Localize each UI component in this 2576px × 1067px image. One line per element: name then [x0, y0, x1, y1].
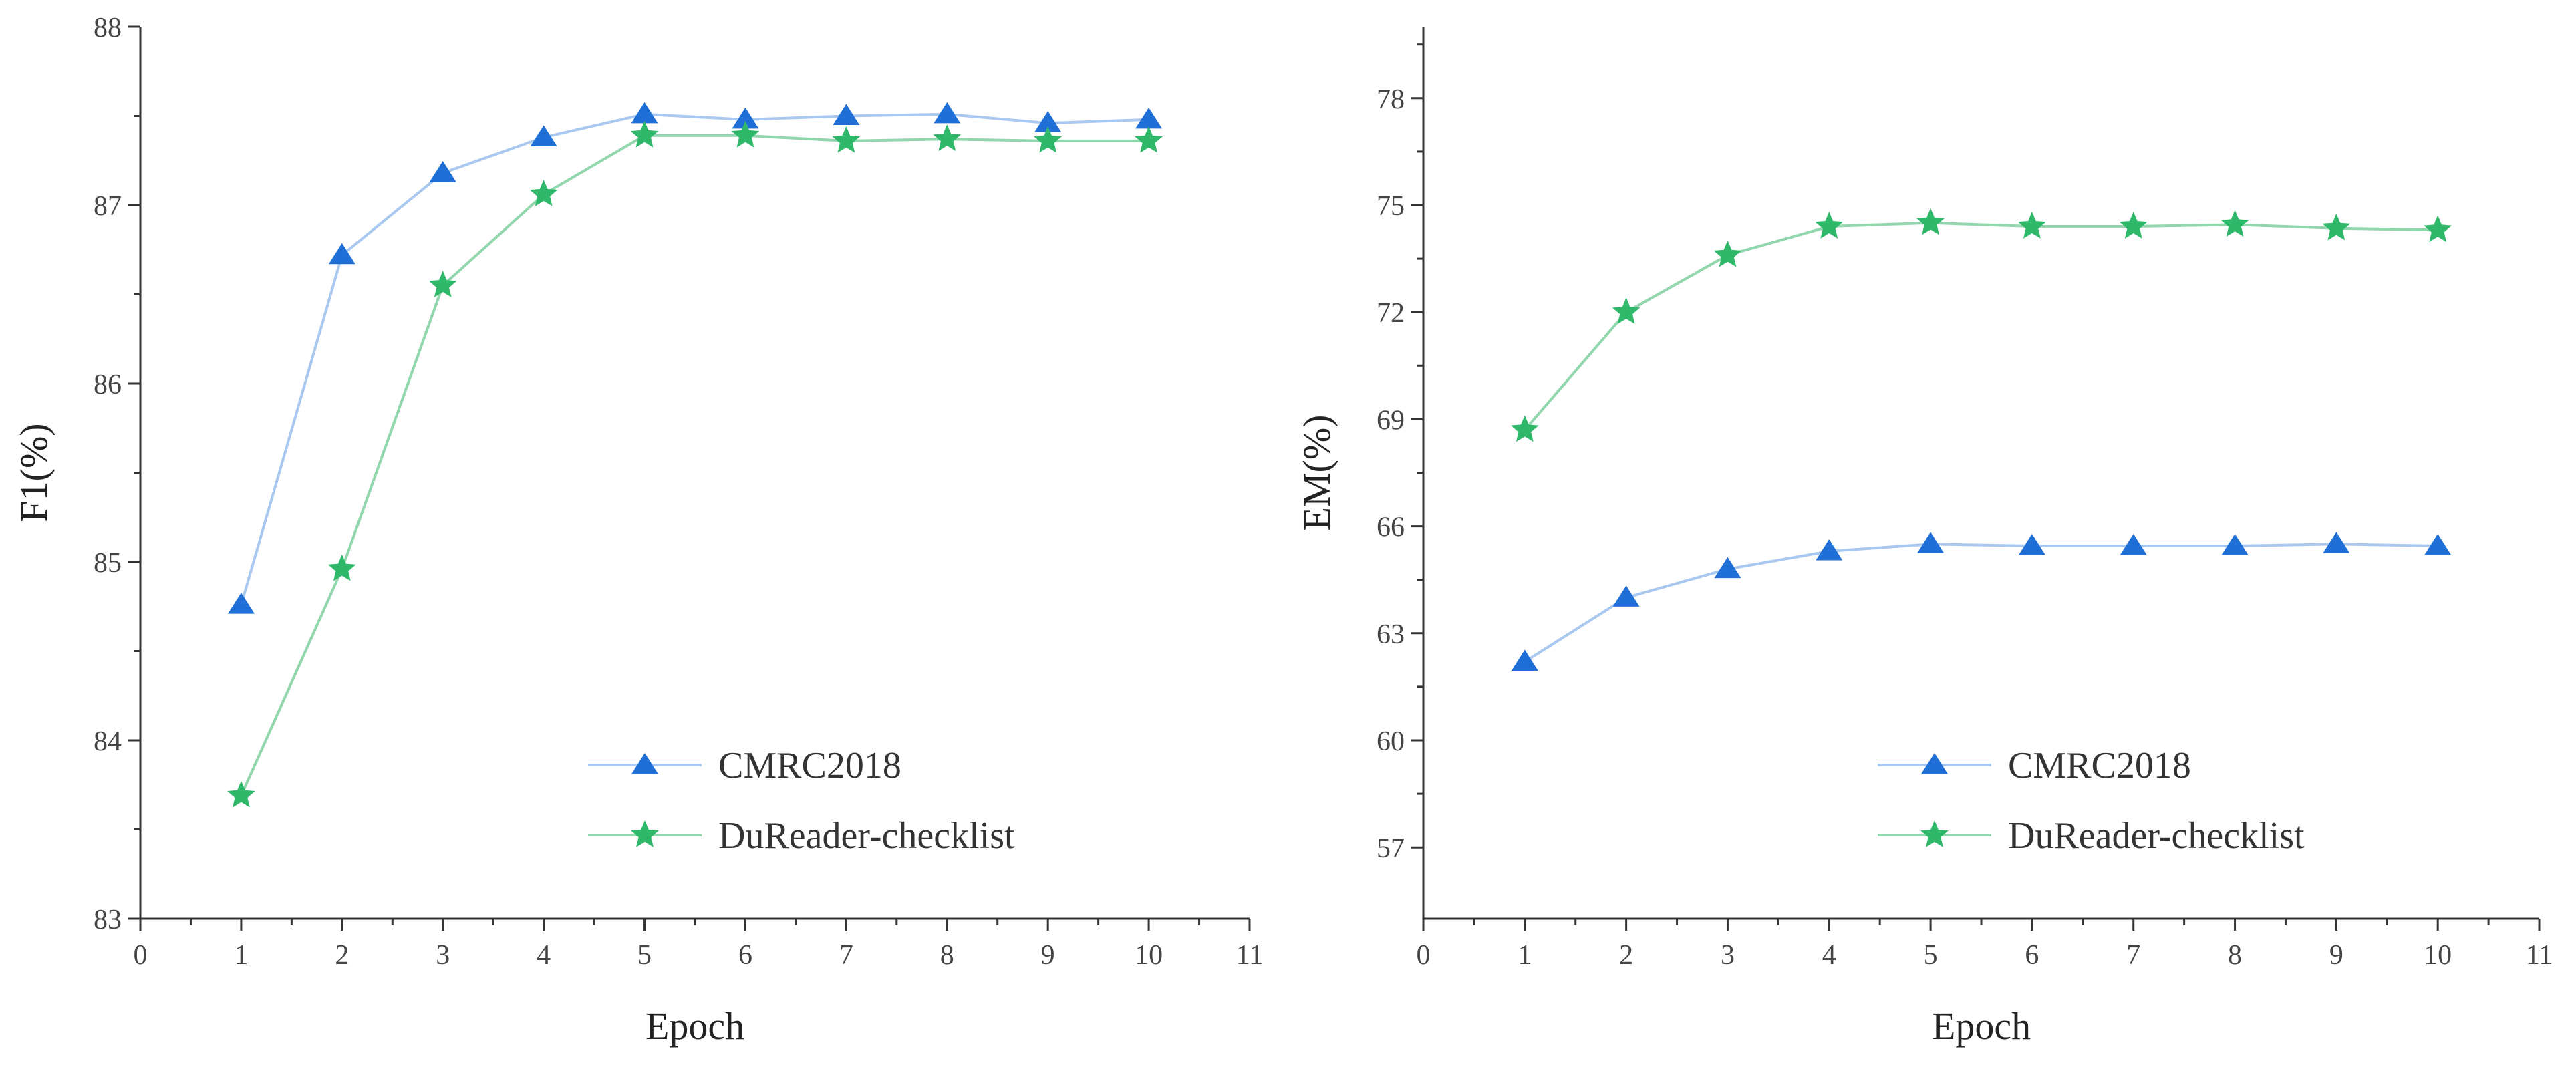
y-tick-label: 88: [94, 13, 122, 43]
x-tick-label: 1: [1518, 940, 1532, 971]
data-point: [2120, 533, 2147, 555]
x-tick-label: 4: [537, 940, 551, 971]
y-tick-label: 57: [1377, 833, 1405, 864]
data-point: [631, 102, 658, 124]
x-tick-label: 3: [1721, 940, 1735, 971]
data-point: [1713, 240, 1742, 267]
y-tick-label: 63: [1377, 619, 1405, 650]
y-tick-label: 85: [94, 548, 122, 579]
chart-em: 0 1 2 3 4 5 6 7 8 9 10 115760636669727578EpochEM(%)…: [1295, 27, 2553, 1048]
data-point: [429, 160, 456, 182]
y-tick-label: 87: [94, 191, 122, 222]
data-point: [1917, 532, 1945, 553]
y-tick-label: 84: [94, 726, 122, 757]
data-point: [832, 126, 861, 153]
x-tick-label: 5: [1924, 940, 1938, 971]
data-point: [630, 120, 659, 148]
data-point: [1916, 208, 1945, 235]
y-tick-label: 72: [1377, 298, 1405, 329]
legend-label: DuReader-checklist: [718, 815, 1015, 857]
x-tick-label: 11: [1236, 940, 1263, 971]
x-tick-label: 5: [637, 940, 652, 971]
x-axis-title: Epoch: [1932, 1004, 2031, 1048]
legend-label: CMRC2018: [718, 745, 901, 786]
data-point: [2119, 212, 2148, 239]
data-point: [732, 107, 759, 129]
series-line: [1524, 543, 2438, 663]
legend-marker: [631, 753, 658, 774]
y-tick-label: 66: [1377, 512, 1405, 543]
y-tick-label: 75: [1377, 191, 1405, 222]
legend-label: DuReader-checklist: [2008, 815, 2305, 857]
x-tick-label: 9: [2329, 940, 2343, 971]
data-point: [2424, 215, 2452, 243]
x-tick-label: 4: [1822, 940, 1836, 971]
x-tick-label: 8: [940, 940, 954, 971]
data-point: [1135, 126, 1163, 153]
data-point: [1511, 649, 1538, 671]
data-point: [833, 104, 860, 125]
series-line: [1524, 221, 2438, 431]
data-point: [731, 120, 760, 148]
data-point: [2221, 533, 2249, 555]
data-point: [529, 179, 558, 206]
data-point: [227, 593, 255, 614]
x-tick-label: 1: [234, 940, 248, 971]
x-axis-title: Epoch: [646, 1004, 744, 1048]
x-tick-label: 0: [1417, 940, 1431, 971]
data-point: [428, 271, 457, 297]
data-point: [1714, 557, 1741, 579]
data-point: [1612, 585, 1640, 607]
data-point: [2017, 212, 2046, 239]
x-tick-label: 8: [2228, 940, 2242, 971]
data-point: [934, 102, 961, 124]
legend-marker: [1920, 820, 1949, 847]
x-tick-label: 10: [2424, 940, 2452, 971]
y-tick-label: 83: [94, 905, 122, 935]
x-tick-label: 6: [2025, 940, 2039, 971]
data-point: [1135, 107, 1163, 129]
y-tick-label: 86: [94, 369, 122, 400]
x-tick-label: 10: [1135, 940, 1163, 971]
x-tick-label: 7: [2126, 940, 2140, 971]
data-point: [1816, 539, 1843, 561]
x-tick-label: 11: [2526, 940, 2553, 971]
series-line: [240, 134, 1149, 796]
data-point: [1034, 126, 1062, 153]
data-point: [933, 124, 962, 152]
data-point: [1815, 212, 1844, 239]
data-point: [530, 125, 557, 147]
y-axis-title: EM(%): [1295, 415, 1338, 531]
legend-label: CMRC2018: [2008, 745, 2191, 786]
x-tick-label: 2: [1619, 940, 1633, 971]
data-point: [328, 243, 355, 265]
x-tick-label: 0: [134, 940, 148, 971]
legend-marker: [1921, 753, 1948, 774]
y-tick-label: 69: [1377, 405, 1405, 436]
y-tick-label: 60: [1377, 726, 1405, 757]
x-tick-label: 6: [738, 940, 752, 971]
data-point: [1612, 297, 1640, 324]
series-line: [239, 112, 1149, 605]
data-point: [2322, 213, 2351, 241]
data-point: [2018, 533, 2045, 555]
y-tick-label: 78: [1377, 84, 1405, 115]
data-point: [2221, 210, 2249, 237]
data-point: [2323, 532, 2350, 553]
data-point: [1034, 111, 1062, 132]
data-point: [1510, 415, 1539, 442]
x-tick-label: 9: [1041, 940, 1055, 971]
x-tick-label: 3: [436, 940, 450, 971]
x-tick-label: 2: [335, 940, 349, 971]
data-point: [227, 780, 255, 808]
x-tick-label: 7: [839, 940, 853, 971]
data-point: [2424, 533, 2452, 555]
legend-marker: [631, 820, 659, 847]
data-point: [327, 554, 356, 581]
chart-f1: 0 1 2 3 4 5 6 7 8 9 10 11 83 84 85 86 87 88 Epoch F1(%) CMRC…: [12, 13, 1263, 1048]
y-axis-title: F1(%): [12, 423, 55, 522]
